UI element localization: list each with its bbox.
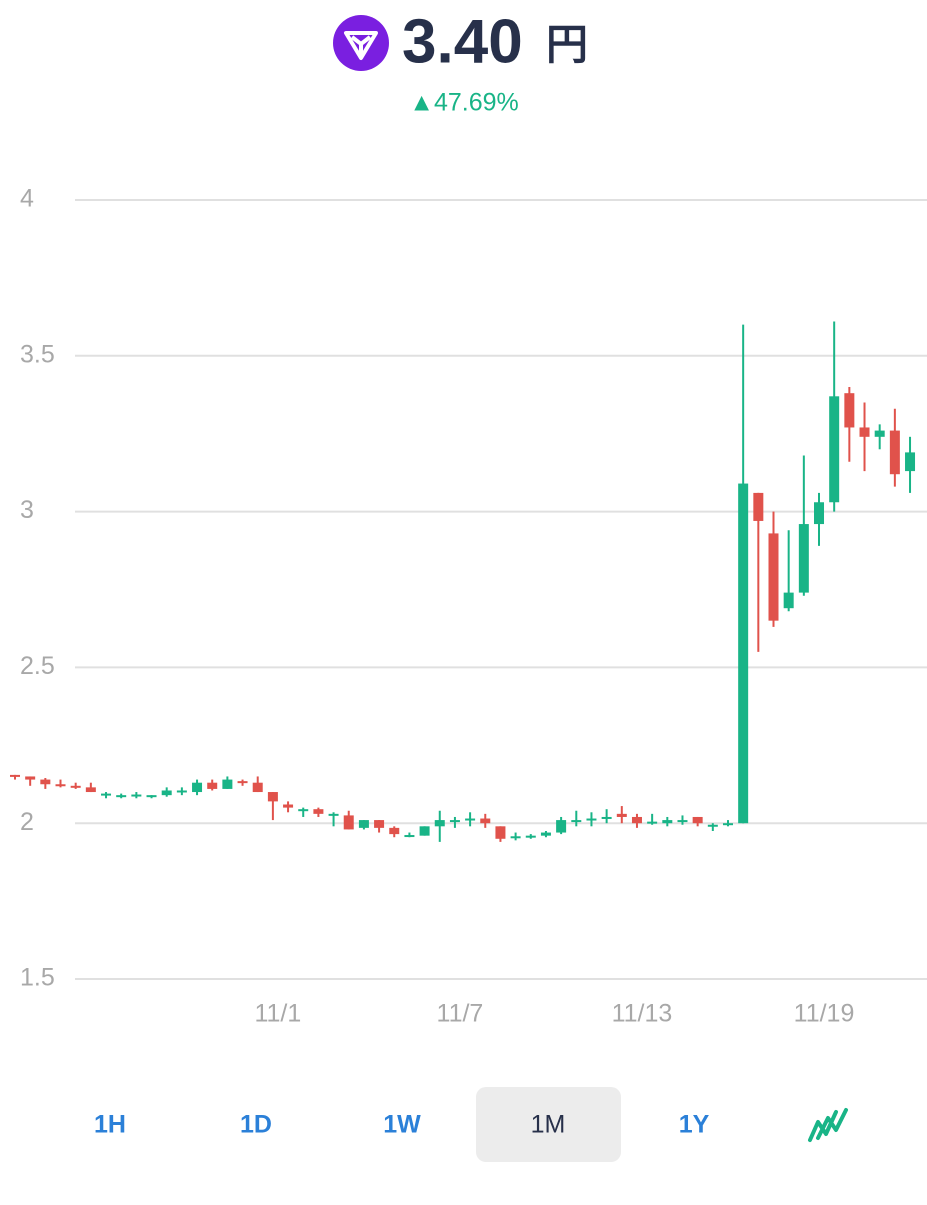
candle-body	[313, 809, 324, 814]
x-tick-label: 11/13	[612, 1000, 673, 1028]
candle-body	[55, 784, 66, 787]
candle-body	[753, 492, 764, 521]
candle-body	[495, 826, 506, 839]
candle-body	[10, 774, 20, 777]
candle-body	[647, 821, 658, 824]
range-button[interactable]: 1D	[240, 1111, 272, 1139]
candle-body	[101, 793, 112, 796]
candle-body	[389, 827, 400, 835]
candle-body	[222, 779, 233, 789]
candle-body	[267, 792, 278, 802]
price-change: ▲47.69%	[409, 89, 519, 117]
candle-body	[404, 835, 415, 838]
range-button[interactable]: 1W	[383, 1111, 421, 1139]
x-tick-label: 11/19	[794, 1000, 855, 1028]
price: 3.40	[402, 7, 523, 76]
candle-body	[237, 781, 248, 784]
candle-body	[525, 835, 536, 838]
y-tick-label: 3	[20, 496, 34, 524]
candle-body	[631, 816, 642, 824]
candle-body	[419, 826, 430, 836]
candle-body	[70, 785, 81, 788]
candle-body	[586, 818, 597, 821]
candle-body	[116, 795, 127, 798]
candle-body	[358, 820, 369, 828]
candle-body	[722, 823, 733, 826]
candle-body	[449, 820, 460, 823]
candle-body	[283, 804, 294, 808]
candle-body	[874, 430, 885, 437]
candle-body	[677, 820, 688, 823]
selected-range-bg	[476, 1087, 621, 1162]
x-tick-label: 11/1	[254, 1000, 301, 1028]
candle-body	[131, 794, 142, 797]
candle-body	[814, 502, 825, 525]
range-button[interactable]: 1M	[531, 1111, 566, 1139]
candle-body	[85, 787, 96, 793]
candle-body	[844, 393, 855, 428]
candle-body	[798, 524, 809, 593]
candle-body	[768, 533, 779, 621]
candle-body	[343, 815, 354, 830]
candle-body	[146, 795, 157, 798]
candle-body	[374, 820, 385, 828]
candle-body	[40, 779, 51, 785]
y-tick-label: 2	[20, 808, 34, 836]
candle-body	[738, 483, 749, 824]
candle-body	[480, 818, 491, 824]
y-tick-label: 1.5	[20, 964, 55, 992]
candle-body	[465, 818, 476, 821]
candle-body	[510, 836, 521, 839]
range-selector: 1H 1D 1W 1M 1Y	[94, 1108, 848, 1142]
candle-body	[328, 813, 339, 816]
candle-body	[905, 452, 916, 472]
candle-body	[889, 430, 900, 475]
candle-body	[176, 790, 187, 793]
candle-body	[707, 824, 718, 827]
candle-body	[692, 816, 703, 824]
candle-body	[434, 820, 445, 827]
candle-body	[662, 820, 673, 824]
range-button[interactable]: 1H	[94, 1111, 126, 1139]
candle-body	[161, 790, 172, 796]
chart-type-toggle[interactable]	[808, 1108, 848, 1142]
candle-body	[783, 592, 794, 609]
candle-body	[298, 809, 309, 812]
plot: 1.5 2 2.5 3 3.5 4 11/1 11/7 11/13 11/19	[10, 185, 927, 1028]
candle-body	[207, 782, 218, 789]
y-tick-label: 2.5	[20, 652, 55, 680]
candle-body	[829, 396, 840, 503]
candle-body	[252, 782, 263, 793]
coin-icon	[333, 15, 389, 71]
candle-body	[616, 813, 627, 817]
candle-body	[556, 820, 567, 833]
x-tick-label: 11/7	[437, 1000, 484, 1028]
candle-body	[25, 776, 36, 780]
candle-body	[571, 820, 582, 823]
y-tick-label: 3.5	[20, 340, 55, 368]
candle-body	[859, 427, 870, 437]
candle-body	[192, 782, 203, 793]
candle-body	[540, 832, 551, 836]
y-tick-label: 4	[20, 185, 34, 213]
currency: 円	[546, 21, 588, 68]
candle-body	[601, 816, 612, 819]
range-button[interactable]: 1Y	[679, 1111, 710, 1139]
